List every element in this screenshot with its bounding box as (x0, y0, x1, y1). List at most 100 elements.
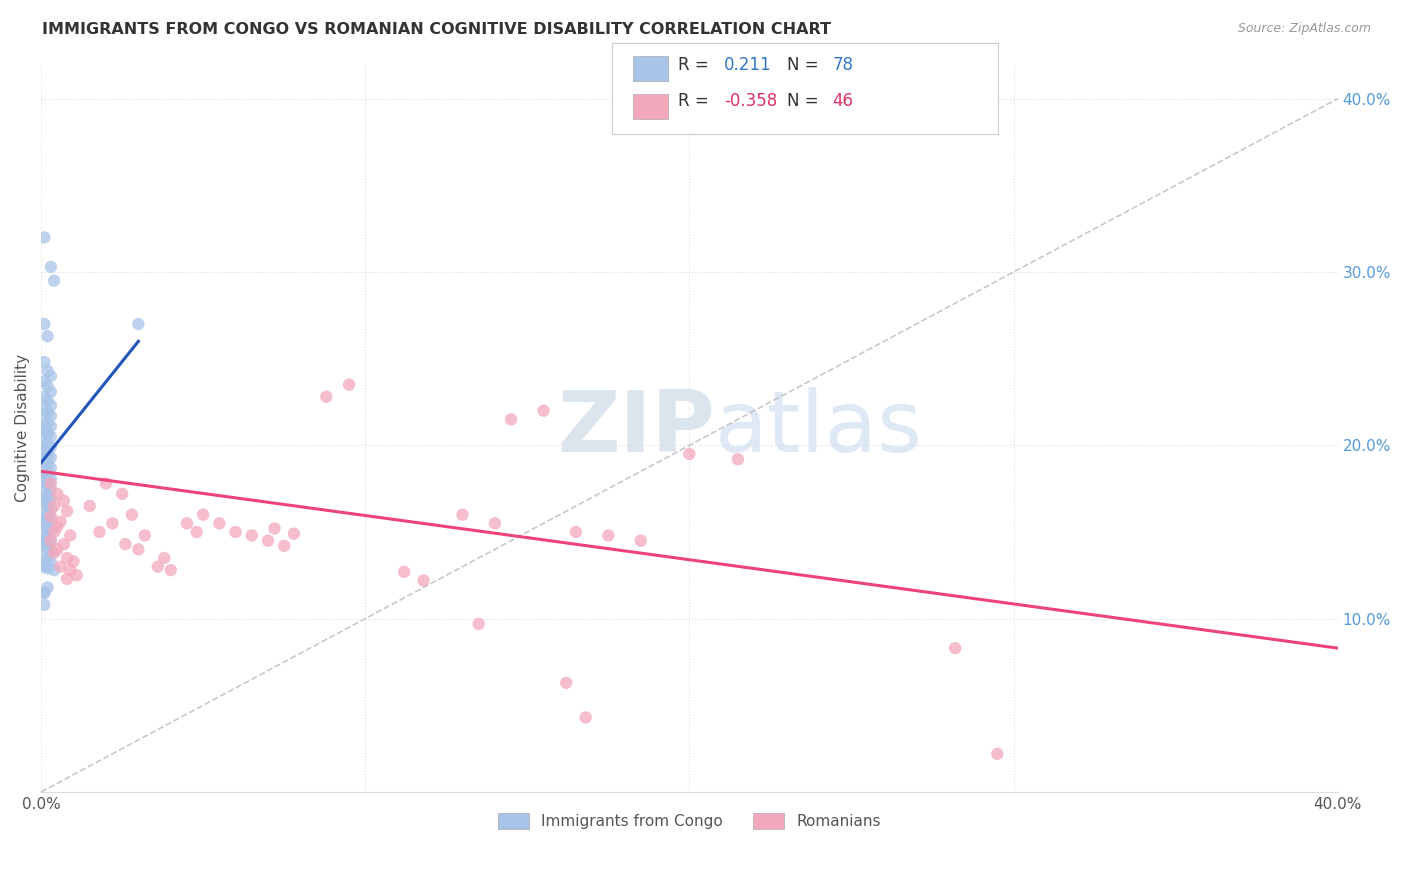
Point (34, 491, 56, 505)
Point (49, 515, 72, 529)
Point (39, 260, 62, 274)
Point (337, 377, 360, 392)
Point (176, 516, 198, 531)
Point (34, 485, 56, 500)
Point (34, 421, 56, 435)
Point (37, 530, 59, 544)
Text: atlas: atlas (716, 386, 924, 469)
Point (39, 450, 62, 465)
Point (52, 493, 75, 508)
Point (34, 454, 56, 468)
Point (46, 542, 69, 557)
Point (37, 473, 59, 487)
Point (42, 524, 65, 539)
Point (598, 528, 620, 542)
Point (34, 390, 56, 404)
Point (42, 563, 65, 577)
Point (37, 426, 59, 441)
Point (39, 491, 62, 506)
Point (42, 274, 65, 288)
Point (34, 516, 56, 531)
Point (37, 416, 59, 430)
Point (630, 533, 652, 548)
Point (193, 508, 215, 522)
Point (56, 551, 79, 566)
Point (263, 522, 285, 536)
Point (467, 616, 489, 631)
Legend: Immigrants from Congo, Romanians: Immigrants from Congo, Romanians (492, 807, 887, 835)
Point (34, 423, 56, 437)
Text: N =: N = (787, 56, 824, 74)
Point (727, 452, 749, 467)
Point (37, 467, 59, 482)
Point (127, 542, 149, 557)
Point (37, 364, 59, 378)
Point (39, 430, 62, 444)
Point (34, 433, 56, 447)
Point (34, 464, 56, 478)
Point (111, 487, 134, 501)
Text: ZIP: ZIP (558, 386, 716, 469)
Point (34, 598, 56, 612)
Point (42, 499, 65, 513)
Point (240, 528, 263, 542)
Point (34, 412, 56, 426)
Point (37, 509, 59, 524)
Point (39, 409, 62, 423)
Point (37, 379, 59, 393)
Point (34, 516, 56, 531)
Point (678, 447, 700, 461)
Point (37, 405, 59, 419)
Point (37, 426, 59, 441)
Point (943, 641, 966, 656)
Point (114, 537, 136, 551)
Text: IMMIGRANTS FROM CONGO VS ROMANIAN COGNITIVE DISABILITY CORRELATION CHART: IMMIGRANTS FROM CONGO VS ROMANIAN COGNIT… (42, 22, 831, 37)
Point (34, 475, 56, 489)
Point (412, 574, 434, 588)
Point (39, 523, 62, 537)
Point (37, 329, 59, 343)
Point (34, 506, 56, 520)
Point (39, 482, 62, 496)
Point (34, 559, 56, 574)
Text: R =: R = (678, 92, 714, 110)
Point (34, 374, 56, 388)
Point (62, 554, 84, 568)
Text: N =: N = (787, 92, 824, 110)
Point (34, 443, 56, 458)
Point (34, 548, 56, 562)
Point (46, 487, 69, 501)
Point (39, 461, 62, 475)
Point (37, 561, 59, 575)
Point (56, 504, 79, 518)
Point (39, 554, 62, 568)
Point (146, 559, 169, 574)
Point (49, 559, 72, 574)
Text: 0.211: 0.211 (724, 56, 772, 74)
Point (153, 551, 176, 566)
Point (59, 563, 82, 577)
Point (66, 568, 89, 582)
Point (37, 449, 59, 463)
Point (186, 524, 208, 539)
Point (39, 502, 62, 516)
Point (37, 522, 59, 536)
Point (37, 393, 59, 408)
Point (34, 585, 56, 599)
Point (101, 516, 124, 531)
Point (39, 544, 62, 558)
Text: 46: 46 (832, 92, 853, 110)
Point (208, 516, 231, 531)
Point (79, 499, 101, 513)
Point (37, 447, 59, 461)
Point (34, 355, 56, 369)
Point (273, 539, 295, 553)
Point (533, 403, 555, 417)
Point (37, 581, 59, 595)
Point (34, 401, 56, 416)
Y-axis label: Cognitive Disability: Cognitive Disability (15, 354, 30, 502)
Point (59, 528, 82, 542)
Point (39, 399, 62, 413)
Point (121, 508, 143, 522)
Point (39, 513, 62, 527)
